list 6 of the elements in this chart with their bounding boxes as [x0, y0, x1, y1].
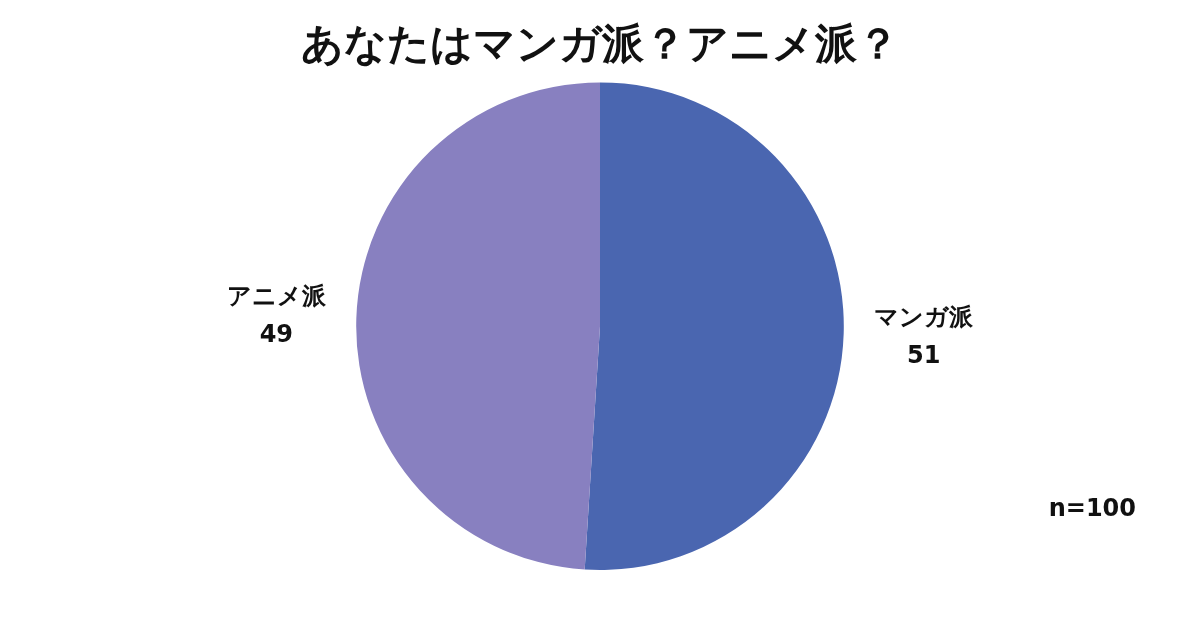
data-label: 51 — [906, 340, 941, 369]
text: n=100 — [1048, 494, 1136, 523]
data-label: 49 — [259, 320, 294, 349]
slice-label: アニメ派 — [226, 282, 327, 311]
chart-title: あなたはマンガ派？アニメ派？ — [301, 19, 899, 69]
slice-label: マンガ派 — [874, 302, 975, 331]
